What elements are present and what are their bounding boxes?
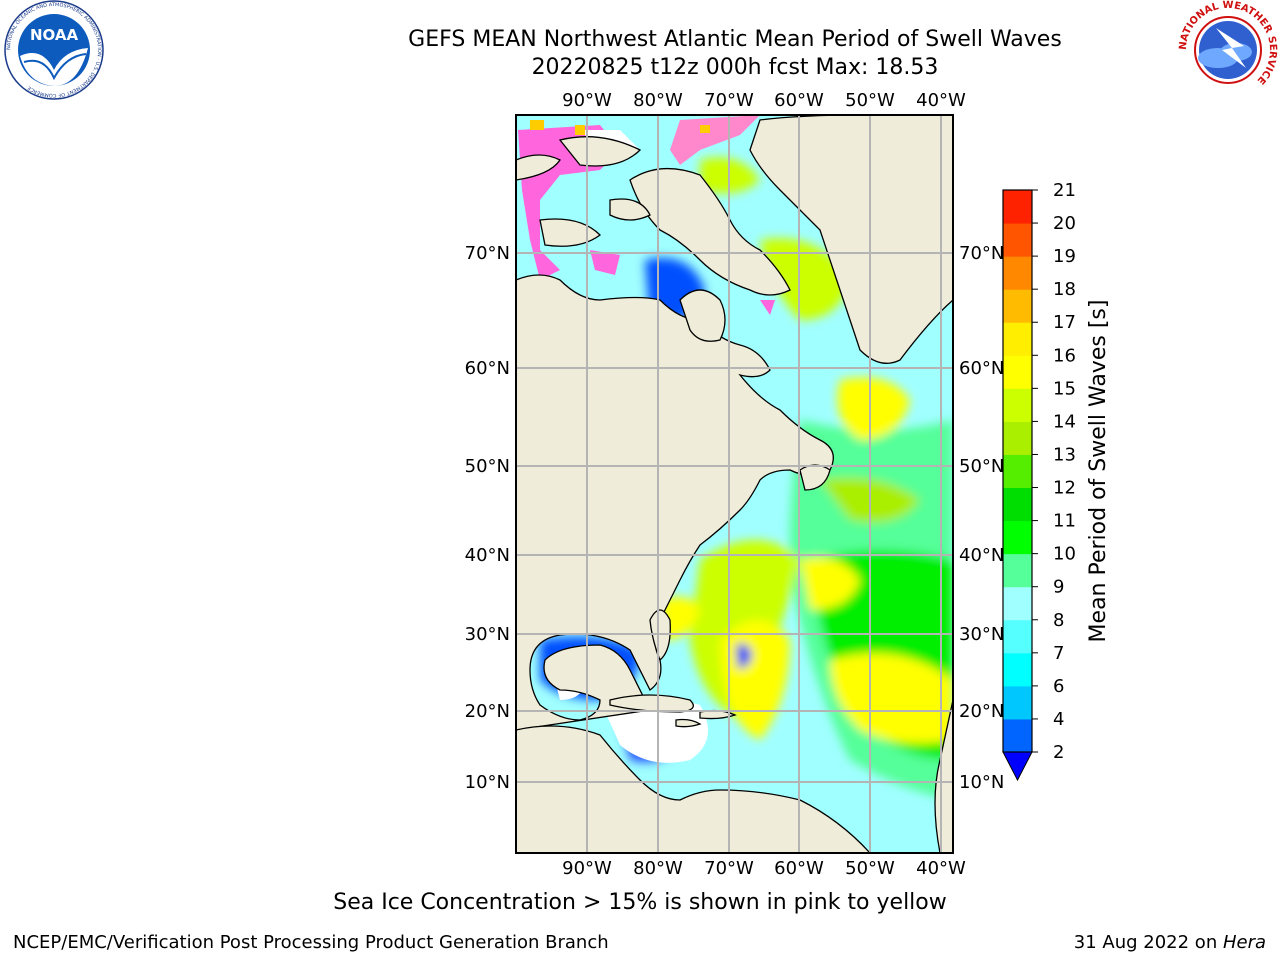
lat-label-left: 40°N <box>465 545 510 566</box>
colorbar-segment <box>1003 388 1032 422</box>
lat-label-right: 60°N <box>959 358 1004 379</box>
colorbar-tick-label: 18 <box>1053 279 1076 300</box>
colorbar-segment <box>1003 685 1032 720</box>
colorbar-tick-label: 16 <box>1053 345 1076 366</box>
colorbar-segment <box>1003 256 1032 290</box>
lon-label-bottom: 40°W <box>916 858 966 879</box>
colorbar-segment <box>1003 718 1032 753</box>
colorbar: 2 4 6 7 8 9 10 11 12 13 14 15 16 17 18 19 20 21 <box>1002 180 1076 782</box>
colorbar-segment <box>1003 289 1032 323</box>
colorbar-segment <box>1003 190 1032 224</box>
colorbar-extend-arrow <box>1002 751 1033 782</box>
lon-label-bottom: 50°W <box>845 858 895 879</box>
colorbar-segment <box>1003 421 1032 455</box>
lat-label-right: 20°N <box>959 701 1004 722</box>
land-masses <box>516 115 953 853</box>
colorbar-segment <box>1003 487 1032 522</box>
colorbar-tick-label: 11 <box>1053 511 1076 532</box>
lat-label-left: 50°N <box>465 456 510 477</box>
colorbar-tick-label: 10 <box>1053 544 1076 565</box>
lon-label-top: 80°W <box>633 90 683 111</box>
colorbar-frame <box>1002 189 1033 753</box>
colorbar-segment <box>1003 619 1032 654</box>
lon-label-bottom: 80°W <box>633 858 683 879</box>
credit-line: NCEP/EMC/Verification Post Processing Pr… <box>13 932 609 953</box>
colorbar-segment <box>1003 355 1032 389</box>
colorbar-tick-label: 8 <box>1053 610 1064 631</box>
colorbar-tick-label: 13 <box>1053 444 1076 465</box>
lat-label-left: 10°N <box>465 772 510 793</box>
colorbar-tick-label: 12 <box>1053 478 1076 499</box>
lat-label-right: 30°N <box>959 624 1004 645</box>
colorbar-tick-label: 9 <box>1053 577 1064 598</box>
noaa-logo-text: NOAA <box>30 26 79 44</box>
lon-label-bottom: 90°W <box>562 858 612 879</box>
lat-label-left: 30°N <box>465 624 510 645</box>
lon-label-top: 60°W <box>774 90 824 111</box>
lat-label-right: 70°N <box>959 243 1004 264</box>
date-stamp: 31 Aug 2022 on Hera <box>1074 932 1266 953</box>
graticule <box>516 115 953 853</box>
date-text: 31 Aug 2022 on <box>1073 932 1223 953</box>
colorbar-label: Mean Period of Swell Waves [s] <box>1086 300 1111 643</box>
colorbar-tick-label: 14 <box>1053 411 1076 432</box>
lon-label-top: 90°W <box>562 90 612 111</box>
colorbar-tick-label: 21 <box>1053 180 1076 201</box>
colorbar-tick-label: 19 <box>1053 246 1076 267</box>
lat-label-left: 70°N <box>465 243 510 264</box>
colorbar-tick-label: 15 <box>1053 378 1076 399</box>
lat-label-left: 20°N <box>465 701 510 722</box>
swell-period-shading <box>540 157 953 846</box>
colorbar-segment <box>1003 454 1032 489</box>
colorbar-tick-label: 17 <box>1053 312 1076 333</box>
lat-label-right: 40°N <box>959 545 1004 566</box>
colorbar-tick-label: 7 <box>1053 643 1064 664</box>
lon-label-bottom: 70°W <box>704 858 754 879</box>
lon-label-bottom: 60°W <box>774 858 824 879</box>
colorbar-segment <box>1003 322 1032 356</box>
colorbar-segment <box>1003 652 1032 687</box>
lon-label-top: 70°W <box>704 90 754 111</box>
lat-label-right: 10°N <box>959 772 1004 793</box>
colorbar-tick-label: 20 <box>1053 213 1076 234</box>
lat-label-right: 50°N <box>959 456 1004 477</box>
colorbar-segment <box>1003 553 1032 588</box>
map-subtitle: 20220825 t12z 000h fcst Max: 18.53 <box>531 55 939 80</box>
map-frame <box>515 114 954 854</box>
map-area <box>516 115 953 853</box>
colorbar-segment <box>1003 520 1032 555</box>
lon-label-top: 40°W <box>916 90 966 111</box>
noaa-logo: NOAA NATIONAL OCEANIC AND ATMOSPHERIC AD… <box>4 0 104 100</box>
colorbar-segment <box>1003 223 1032 257</box>
lon-label-top: 50°W <box>845 90 895 111</box>
host-name: Hera <box>1222 932 1266 953</box>
nws-logo: NATIONAL WEATHER SERVICE <box>1178 0 1278 98</box>
lat-label-left: 60°N <box>465 358 510 379</box>
colorbar-tick-label: 6 <box>1053 676 1064 697</box>
colorbar-tick-label: 2 <box>1053 742 1064 763</box>
colorbar-segment <box>1003 586 1032 621</box>
colorbar-tick-label: 4 <box>1053 709 1064 730</box>
map-title: GEFS MEAN Northwest Atlantic Mean Period… <box>408 27 1062 52</box>
sea-ice-caption: Sea Ice Concentration > 15% is shown in … <box>333 890 947 915</box>
